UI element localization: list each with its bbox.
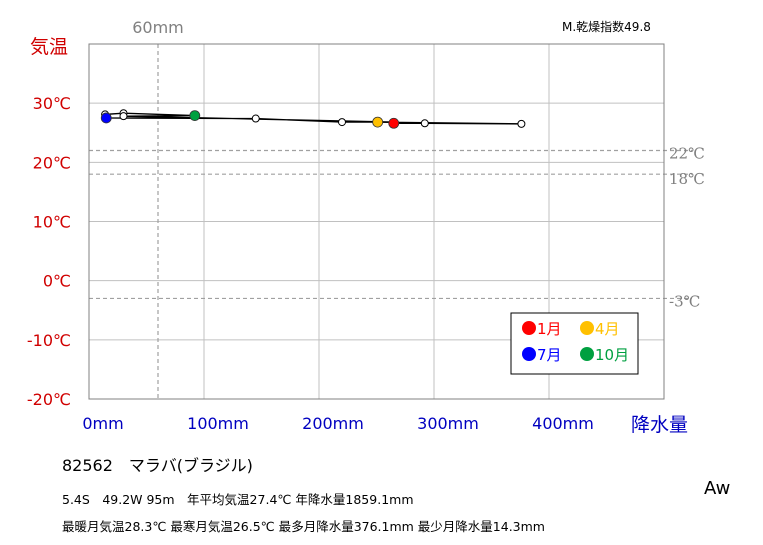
reference-label-vertical: 60mm (132, 18, 184, 37)
station-name: 82562 マラバ(ブラジル) (62, 456, 253, 475)
month-point-highlight (388, 117, 400, 129)
x-tick-label: 200mm (302, 414, 364, 433)
legend-label: 1月 (537, 320, 562, 338)
reference-label-horizontal: -3℃ (669, 292, 700, 310)
month-point (420, 119, 429, 128)
climate-class: Aw (704, 478, 731, 499)
dryness-index-label: M.乾燥指数49.8 (562, 20, 651, 34)
month-point (517, 119, 526, 128)
y-tick-label: -10℃ (27, 331, 71, 350)
reference-label-horizontal: 22℃ (669, 145, 705, 163)
legend-label: 10月 (595, 346, 629, 364)
legend-label: 7月 (537, 346, 562, 364)
legend-swatch (580, 347, 594, 361)
x-tick-label: 300mm (417, 414, 479, 433)
legend-swatch (522, 347, 536, 361)
month-point (251, 114, 260, 123)
month-point-highlight (189, 110, 201, 121)
month-point-highlight (372, 116, 384, 128)
legend-label: 4月 (595, 320, 620, 338)
x-tick-label: 0mm (82, 414, 123, 433)
y-tick-label: 20℃ (33, 153, 71, 172)
x-axis-title: 降水量 (631, 414, 689, 436)
y-tick-label: 30℃ (33, 94, 71, 113)
plot-frame (88, 43, 665, 400)
month-point-highlight (100, 112, 112, 124)
month-point (119, 112, 128, 121)
tick-labels: 0mm 100mm 200mm 300mm 400mm 30℃ 20℃ 10℃ 0℃ -10℃ -2… (27, 94, 594, 433)
month-markers (100, 109, 526, 129)
series-line (104, 112, 522, 125)
month-point (338, 118, 346, 127)
reference-label-horizontal: 18℃ (669, 170, 705, 188)
legend-swatch (522, 321, 536, 335)
x-tick-label: 400mm (532, 414, 594, 433)
grid-lines (89, 44, 664, 399)
station-info-line2: 最暖月気温28.3℃ 最寒月気温26.5℃ 最多月降水量376.1mm 最少月降… (62, 519, 545, 534)
station-info-line1: 5.4S 49.2W 95m 年平均気温27.4℃ 年降水量1859.1mm (62, 492, 414, 507)
legend: 1月 4月 7月 10月 (510, 312, 639, 375)
y-tick-label: -20℃ (27, 390, 71, 409)
reference-lines: 60mm 22℃ 18℃ -3℃ (89, 18, 705, 399)
legend-swatch (580, 321, 594, 335)
climate-series (104, 112, 522, 125)
y-axis-title: 気温 (30, 36, 69, 58)
y-tick-label: 10℃ (33, 213, 71, 232)
y-tick-label: 0℃ (43, 272, 71, 291)
x-tick-label: 100mm (187, 414, 249, 433)
